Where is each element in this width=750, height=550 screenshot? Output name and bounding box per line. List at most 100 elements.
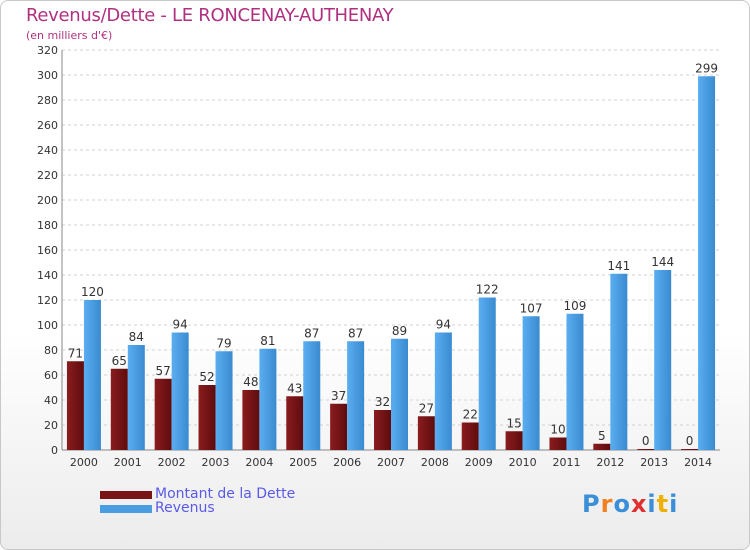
data-label: 0 — [642, 434, 650, 448]
y-tick-label: 300 — [37, 69, 58, 82]
data-label: 57 — [156, 364, 171, 378]
x-tick-label: 2007 — [377, 456, 405, 469]
legend-label-revenus: Revenus — [155, 500, 215, 516]
y-tick-label: 320 — [37, 44, 58, 57]
legend-item-dette: Montant de la Dette — [100, 486, 350, 502]
legend-item-revenus: Revenus — [100, 500, 350, 516]
data-label: 120 — [81, 285, 104, 299]
bar-dette — [505, 431, 523, 450]
bar-dette — [110, 368, 128, 450]
data-label: 94 — [173, 318, 188, 332]
data-label: 71 — [68, 346, 83, 360]
data-label: 52 — [199, 370, 214, 384]
data-label: 299 — [695, 61, 718, 75]
x-tick-label: 2005 — [289, 456, 317, 469]
data-label: 87 — [348, 326, 363, 340]
bar-dette — [637, 449, 655, 450]
data-label: 65 — [112, 354, 127, 368]
y-tick-label: 20 — [44, 419, 58, 432]
data-label: 43 — [287, 381, 302, 395]
bar-dette — [374, 410, 391, 450]
logo-letter: P — [582, 490, 601, 518]
data-label: 37 — [331, 389, 346, 403]
bar-dette — [330, 403, 348, 450]
bar-dette — [242, 390, 260, 450]
bar-revenus — [654, 270, 672, 450]
data-label: 144 — [651, 255, 674, 269]
bar-revenus — [434, 332, 452, 450]
bar-dette — [461, 422, 479, 450]
y-tick-label: 40 — [44, 394, 58, 407]
bar-revenus — [303, 341, 321, 450]
y-tick-label: 220 — [37, 169, 58, 182]
data-label: 22 — [463, 408, 478, 422]
x-tick-label: 2011 — [552, 456, 580, 469]
x-tick-label: 2009 — [465, 456, 493, 469]
data-label: 79 — [216, 336, 231, 350]
legend-swatch-revenus — [100, 505, 152, 513]
logo-letter: o — [613, 490, 631, 518]
y-tick-label: 140 — [37, 269, 58, 282]
logo-letter: r — [600, 490, 614, 518]
logo-letter: x — [630, 490, 648, 518]
y-tick-label: 240 — [37, 144, 58, 157]
x-tick-label: 2000 — [70, 456, 98, 469]
data-label: 89 — [392, 324, 407, 338]
data-label: 15 — [506, 416, 521, 430]
bar-dette — [549, 437, 567, 450]
data-label: 109 — [564, 299, 587, 313]
bar-revenus — [698, 76, 716, 450]
bar-dette — [417, 416, 435, 450]
bar-revenus — [347, 341, 365, 450]
data-label: 5 — [598, 429, 606, 443]
chart-title: Revenus/Dette - LE RONCENAY-AUTHENAY — [26, 5, 394, 26]
x-tick-label: 2004 — [245, 456, 273, 469]
y-tick-label: 60 — [44, 369, 58, 382]
data-label: 27 — [419, 401, 434, 415]
x-tick-label: 2013 — [640, 456, 668, 469]
y-tick-label: 80 — [44, 344, 58, 357]
data-label: 87 — [304, 326, 319, 340]
bar-revenus — [215, 351, 233, 450]
bar-dette — [286, 396, 304, 450]
data-label: 84 — [129, 330, 144, 344]
x-tick-label: 2014 — [684, 456, 712, 469]
y-tick-label: 280 — [37, 94, 58, 107]
chart-subtitle: (en milliers d'€) — [26, 29, 113, 42]
y-tick-label: 180 — [37, 219, 58, 232]
data-label: 107 — [520, 301, 543, 315]
bar-revenus — [127, 345, 145, 450]
x-tick-label: 2010 — [509, 456, 537, 469]
data-label: 122 — [476, 283, 499, 297]
bar-revenus — [610, 273, 628, 450]
legend-label-dette: Montant de la Dette — [155, 486, 296, 502]
bar-revenus — [391, 338, 408, 450]
x-tick-label: 2012 — [596, 456, 624, 469]
y-tick-label: 160 — [37, 244, 58, 257]
y-tick-label: 0 — [51, 444, 58, 457]
data-label: 0 — [686, 434, 694, 448]
bar-revenus — [83, 300, 101, 450]
bar-dette — [154, 378, 172, 450]
x-tick-label: 2001 — [114, 456, 142, 469]
x-tick-label: 2003 — [202, 456, 230, 469]
bar-dette — [66, 361, 84, 450]
logo-letter: i — [647, 490, 657, 518]
bar-revenus — [259, 348, 277, 450]
bar-revenus — [566, 313, 584, 450]
data-label: 81 — [260, 334, 275, 348]
bar-dette — [593, 443, 611, 450]
legend-swatch-dette — [100, 491, 152, 499]
bar-dette — [681, 449, 699, 450]
x-tick-label: 2006 — [333, 456, 361, 469]
bar-revenus — [171, 332, 189, 450]
y-tick-label: 100 — [37, 319, 58, 332]
logo-letter: i — [669, 490, 679, 518]
x-tick-label: 2002 — [158, 456, 186, 469]
data-label: 10 — [550, 423, 565, 437]
bar-dette — [198, 385, 216, 450]
data-label: 48 — [243, 375, 258, 389]
y-tick-label: 200 — [37, 194, 58, 207]
x-tick-label: 2008 — [421, 456, 449, 469]
